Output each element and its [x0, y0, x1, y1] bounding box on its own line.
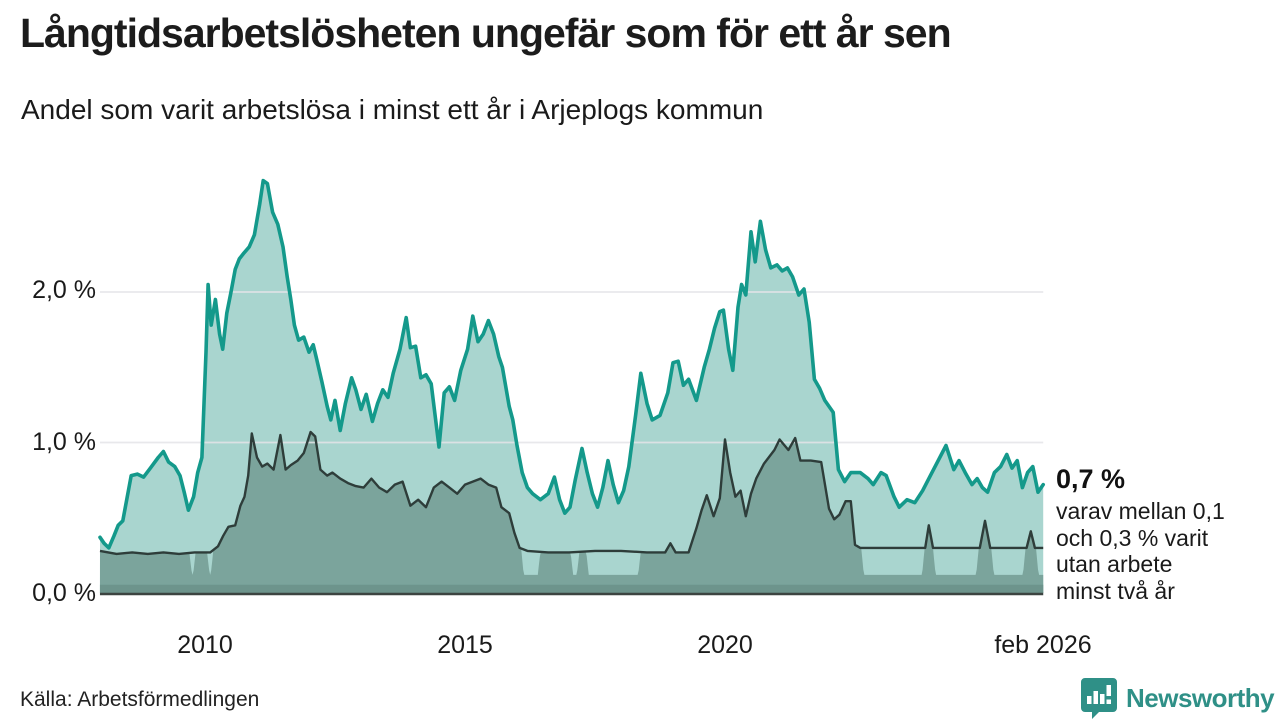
source-caption: Källa: Arbetsförmedlingen — [20, 688, 260, 711]
x-axis-tick-2020: 2020 — [697, 631, 753, 659]
area-unemployed-two-years — [99, 432, 1044, 593]
newsworthy-brand: Newsworthy — [1080, 677, 1275, 719]
annotation-line-3: utan arbete — [1056, 551, 1173, 577]
newsworthy-wordmark: Newsworthy — [1126, 682, 1275, 713]
page-subtitle: Andel som varit arbetslösa i minst ett å… — [21, 94, 764, 125]
latest-value-annotation: 0,7 % varav mellan 0,1 och 0,3 % varit u… — [1056, 464, 1271, 604]
line-unemployed-two-years — [99, 430, 1044, 556]
newsworthy-logo-icon — [1081, 678, 1117, 719]
y-axis-tick-1: 1,0 % — [32, 428, 96, 456]
page-title: Långtidsarbetslösheten ungefär som för e… — [20, 10, 952, 56]
annotation-line-2: och 0,3 % varit — [1056, 524, 1209, 551]
annotation-line-1: varav mellan 0,1 — [1056, 498, 1225, 524]
y-axis-tick-2: 2,0 % — [32, 276, 96, 304]
x-axis-tick-2015: 2015 — [437, 631, 493, 659]
x-axis-tick-2010: 2010 — [177, 631, 233, 659]
y-axis-tick-0: 0,0 % — [32, 579, 96, 607]
latest-value: 0,7 % — [1056, 464, 1126, 494]
x-axis-tick-feb-2026: feb 2026 — [994, 631, 1092, 659]
line-unemployed-one-year — [98, 178, 1045, 550]
annotation-line-4: minst två år — [1056, 577, 1175, 604]
bottom-band — [99, 584, 1044, 593]
